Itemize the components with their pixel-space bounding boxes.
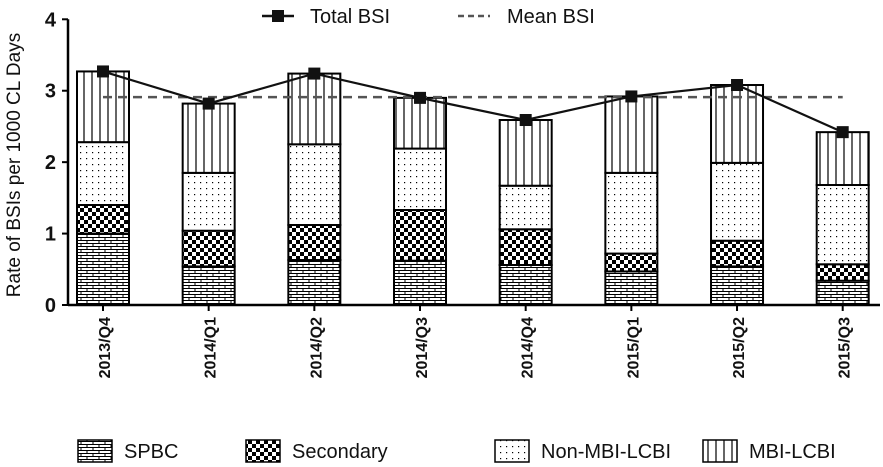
total-bsi-marker — [836, 126, 849, 139]
x-tick-label: 2014/Q2 — [308, 317, 325, 378]
y-tick-label: 3 — [45, 81, 56, 103]
y-tick-label: 0 — [45, 295, 56, 317]
bar-segment-non-mbi-lcbi — [76, 141, 130, 207]
bar-segment-secondary — [498, 228, 553, 267]
total-bsi-marker — [414, 91, 427, 104]
bar-segment-spbc — [393, 259, 448, 306]
total-bsi-marker — [625, 90, 638, 103]
legend-label-mean-bsi: Mean BSI — [507, 6, 595, 28]
bar-segment-secondary — [815, 263, 870, 282]
bar-segment-spbc — [287, 259, 342, 307]
total-bsi-marker — [519, 114, 532, 127]
y-tick-label: 4 — [45, 9, 57, 31]
y-axis-label: Rate of BSIs per 1000 CL Days — [4, 33, 25, 297]
x-tick-label: 2015/Q1 — [625, 317, 642, 378]
bar-segment-mbi-lcbi — [181, 102, 236, 174]
total-bsi-line — [102, 70, 844, 134]
bar-segment-secondary — [604, 252, 659, 273]
legend-total-bsi-marker — [272, 10, 284, 22]
bar-segment-mbi-lcbi — [287, 72, 342, 146]
legend-label-secondary: Secondary — [292, 441, 388, 463]
legend-swatch-mbi-lcbi — [702, 439, 738, 463]
legend-label-spbc: SPBC — [124, 441, 178, 463]
bar-segment-non-mbi-lcbi — [710, 161, 765, 242]
bar-segment-spbc — [76, 232, 130, 306]
bar-segment-non-mbi-lcbi — [287, 143, 342, 227]
axes: 0 1 2 3 4 2013/Q4 2014/Q1 2014/Q2 2014/Q3 2014/Q4… — [45, 9, 880, 378]
bar-segment-spbc — [604, 270, 659, 306]
bar-segment-mbi-lcbi — [815, 131, 870, 187]
bar-segment-mbi-lcbi — [393, 96, 448, 150]
bar-segment-non-mbi-lcbi — [498, 184, 553, 231]
bar-segment-secondary — [710, 239, 765, 268]
x-tick-label: 2014/Q3 — [414, 317, 431, 378]
y-tick-label: 2 — [45, 152, 56, 174]
bar-segment-non-mbi-lcbi — [393, 147, 448, 212]
bar-segment-spbc — [181, 265, 236, 307]
total-bsi-marker — [731, 79, 744, 92]
total-bsi-marker — [202, 97, 215, 110]
bar-segment-non-mbi-lcbi — [815, 184, 870, 266]
bar-segment-non-mbi-lcbi — [181, 171, 236, 232]
bar-segment-mbi-lcbi — [604, 95, 659, 174]
bar-segment-secondary — [76, 204, 130, 235]
x-tick-label: 2014/Q1 — [203, 317, 220, 378]
bar-segment-secondary — [287, 224, 342, 262]
bar-segment-spbc — [498, 264, 553, 307]
legend-label-mbi-lcbi: MBI-LCBI — [749, 441, 836, 463]
y-tick-label: 1 — [45, 224, 56, 246]
lines — [97, 65, 849, 139]
x-tick-label: 2015/Q2 — [731, 317, 748, 378]
bar-segment-non-mbi-lcbi — [604, 171, 659, 255]
bars — [76, 70, 870, 307]
bar-segment-mbi-lcbi — [76, 70, 130, 144]
bar-segment-secondary — [181, 229, 236, 268]
x-tick-label: 2013/Q4 — [97, 317, 114, 378]
bar-segment-mbi-lcbi — [498, 119, 553, 187]
legend-swatch-secondary — [245, 439, 281, 463]
legend-label-total-bsi: Total BSI — [310, 6, 390, 28]
legend-swatch-spbc — [77, 439, 113, 463]
bar-segment-spbc — [815, 279, 870, 307]
bar-segment-secondary — [393, 209, 448, 262]
x-tick-label: 2015/Q3 — [837, 317, 854, 378]
legend-label-non-mbi-lcbi: Non-MBI-LCBI — [541, 441, 671, 463]
legend: Total BSI Mean BSI SPBC Secondary Non-MBI-LC… — [77, 6, 836, 463]
x-tick-label: 2014/Q4 — [520, 317, 537, 378]
total-bsi-marker — [308, 67, 321, 80]
bar-segment-spbc — [710, 265, 765, 307]
total-bsi-marker — [97, 65, 109, 78]
legend-swatch-non-mbi-lcbi — [494, 439, 530, 463]
